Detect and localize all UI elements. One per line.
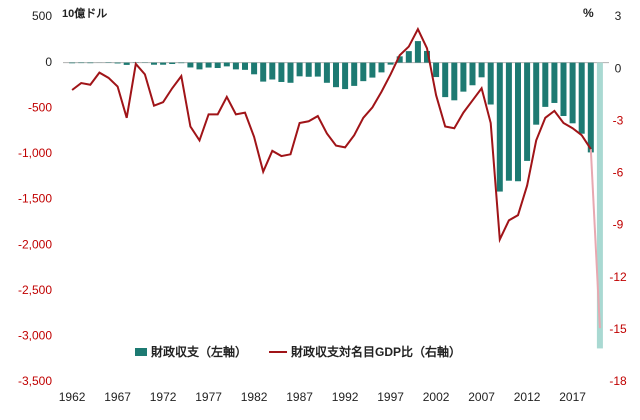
bar (570, 63, 576, 124)
bar (333, 63, 339, 88)
bar (269, 63, 275, 80)
y-tick-label: -2,000 (18, 237, 52, 251)
y-tick-label: 500 (32, 9, 52, 23)
bar (306, 63, 312, 77)
bar (442, 63, 448, 97)
bar (187, 63, 193, 68)
bar (151, 63, 157, 65)
x-tick-label: 1977 (195, 390, 222, 404)
x-tick-label: 1997 (377, 390, 404, 404)
y-tick-label: -1,000 (18, 146, 52, 160)
left-unit: 10億ドル (62, 6, 107, 20)
bar (533, 63, 539, 125)
y2-tick-label: -15 (609, 322, 627, 336)
line (72, 29, 591, 239)
y-tick-label: -3,000 (18, 329, 52, 343)
x-tick-label: 2007 (468, 390, 495, 404)
bar (542, 63, 548, 107)
bar (160, 63, 166, 65)
bar (215, 63, 221, 68)
bar (379, 63, 385, 73)
bar (197, 63, 203, 70)
bar (342, 63, 348, 89)
bar (124, 63, 130, 65)
x-tick-label: 1982 (241, 390, 268, 404)
bar (233, 63, 239, 70)
bar (324, 63, 330, 83)
bar (551, 63, 557, 103)
y2-tick-label: -6 (613, 166, 624, 180)
bar (515, 63, 521, 182)
bar (351, 63, 357, 86)
bar (433, 63, 439, 77)
bar (224, 63, 230, 67)
bar (115, 63, 121, 64)
x-tick-label: 1992 (332, 390, 359, 404)
y-tick-label: -2,500 (18, 283, 52, 297)
bar (470, 63, 476, 86)
bar (360, 63, 366, 82)
bar (561, 63, 567, 116)
y-tick-label: -1,500 (18, 192, 52, 206)
bar (242, 63, 248, 70)
y2-tick-label: -3 (613, 113, 624, 127)
y-tick-label: 0 (45, 55, 52, 69)
bar (524, 63, 530, 161)
y2-tick-label: -12 (609, 270, 627, 284)
right-unit: % (583, 6, 594, 20)
bar (288, 63, 294, 83)
bar (406, 51, 412, 62)
bar (297, 63, 303, 77)
bar (451, 63, 457, 101)
y2-tick-label: 3 (615, 9, 622, 23)
bar (415, 41, 421, 63)
bar (87, 63, 93, 64)
x-tick-label: 1962 (59, 390, 86, 404)
y-tick-label: -3,500 (18, 374, 52, 388)
x-tick-label: 2002 (423, 390, 450, 404)
x-tick-label: 1967 (104, 390, 131, 404)
bar (479, 63, 485, 78)
bar (251, 63, 257, 75)
bar (579, 63, 585, 134)
bar (178, 63, 184, 64)
bar (588, 63, 594, 153)
x-tick-label: 1987 (286, 390, 313, 404)
bar (388, 63, 394, 65)
bar (169, 63, 175, 64)
x-tick-label: 2012 (514, 390, 541, 404)
y2-tick-label: 0 (615, 61, 622, 75)
legend-label: 財政収支対名目GDP比（右軸） (290, 344, 461, 359)
bar (69, 63, 75, 64)
bar (488, 63, 494, 105)
bar (260, 63, 266, 82)
legend-swatch (135, 348, 147, 356)
x-tick-label: 1972 (150, 390, 177, 404)
x-tick-label: 2017 (559, 390, 586, 404)
y2-tick-label: -9 (613, 218, 624, 232)
bar (315, 63, 321, 77)
bar (369, 63, 375, 78)
legend-label: 財政収支（左軸） (150, 344, 247, 359)
y2-tick-label: -18 (609, 374, 627, 388)
y-tick-label: -500 (28, 100, 52, 114)
bar (460, 63, 466, 92)
bar (206, 63, 212, 68)
bar (497, 63, 503, 192)
bar (506, 63, 512, 181)
bar (278, 63, 284, 82)
